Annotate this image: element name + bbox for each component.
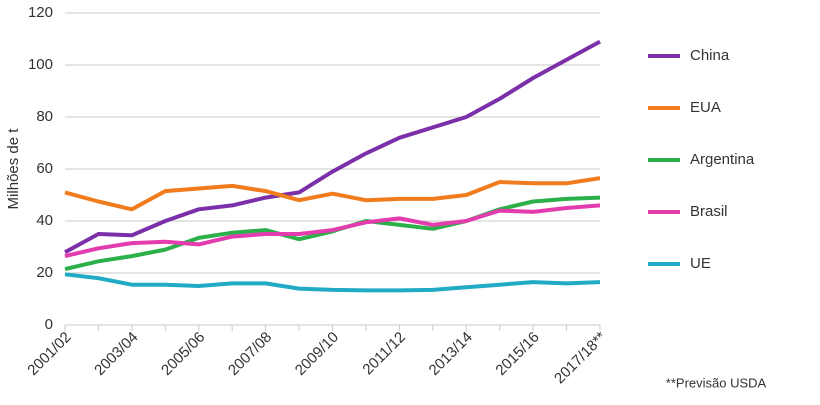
- legend-label: China: [690, 47, 730, 64]
- y-tick-label: 20: [36, 264, 53, 281]
- x-tick-label: 2015/16: [492, 329, 542, 379]
- x-tick-label: 2003/04: [91, 329, 141, 379]
- x-tick-label: 2001/02: [24, 329, 74, 379]
- x-tick-label: 2009/10: [292, 329, 342, 379]
- legend-label: Brasil: [690, 203, 728, 220]
- legend-label: UE: [690, 255, 711, 272]
- series-line: [64, 272, 601, 293]
- y-tick-label: 40: [36, 212, 53, 229]
- series-line: [64, 203, 601, 259]
- y-tick-label: 120: [28, 4, 53, 21]
- series-line: [64, 195, 601, 272]
- y-axis-label: Milhões de t: [5, 128, 22, 210]
- x-tick-label: 2011/12: [359, 329, 409, 379]
- y-tick-label: 0: [45, 316, 53, 333]
- x-tick-label: 2007/08: [225, 329, 275, 379]
- y-tick-label: 80: [36, 108, 53, 125]
- series-line: [64, 39, 601, 254]
- annotation: **Previsão USDA: [666, 375, 767, 390]
- series-line: [64, 176, 601, 212]
- x-tick-label: 2013/14: [426, 329, 476, 379]
- x-tick-label: 2017/18**: [551, 329, 610, 388]
- legend-label: Argentina: [690, 151, 755, 168]
- y-tick-label: 60: [36, 160, 53, 177]
- x-tick-label: 2005/06: [158, 329, 208, 379]
- legend-label: EUA: [690, 99, 721, 116]
- y-tick-label: 100: [28, 56, 53, 73]
